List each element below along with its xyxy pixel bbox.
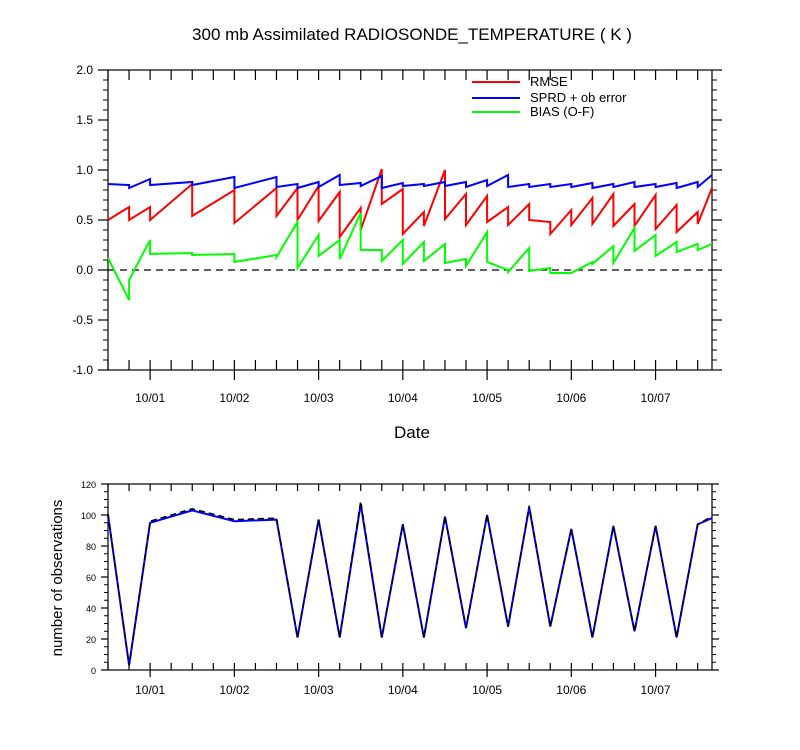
top-x-tick-label: 10/04: [388, 391, 418, 405]
bottom-y-tick-label: 100: [81, 511, 96, 521]
top-y-tick-label: 0.5: [76, 213, 93, 227]
bottom-x-tick-label: 10/06: [556, 683, 586, 697]
bottom-x-tick-label: 10/03: [304, 683, 334, 697]
bottom-y-tick-label: 80: [86, 542, 96, 552]
top-y-tick-label: 0.0: [76, 263, 93, 277]
top-y-tick-label: -1.0: [72, 363, 93, 377]
top-x-tick-label: 10/03: [304, 391, 334, 405]
bottom-x-tick-label: 10/02: [219, 683, 249, 697]
bottom-y-tick-label: 60: [86, 573, 96, 583]
bottom-x-tick-label: 10/04: [388, 683, 418, 697]
top-x-tick-label: 10/01: [135, 391, 165, 405]
top-x-tick-label: 10/06: [556, 391, 586, 405]
top-y-tick-label: 1.0: [76, 163, 93, 177]
top-series-rmse: [107, 168, 713, 241]
top-x-tick-label: 10/07: [641, 391, 671, 405]
bottom-series-used: [107, 503, 713, 666]
top-x-tick-label: 10/05: [472, 391, 502, 405]
top-y-tick-label: 2.0: [76, 63, 93, 77]
bottom-y-tick-label: 120: [81, 480, 96, 490]
top-y-tick-label: 1.5: [76, 113, 93, 127]
chart-title: 300 mb Assimilated RADIOSONDE_TEMPERATUR…: [192, 25, 632, 44]
top-y-tick-label: -0.5: [72, 313, 93, 327]
bottom-x-tick-label: 10/05: [472, 683, 502, 697]
legend-sprd-label: SPRD + ob error: [530, 90, 627, 105]
top-plot: 10/01 10/02 10/03 10/04 10/05 10/06 10/07 -1.0 -…: [72, 63, 722, 405]
bottom-series-total: [107, 500, 713, 666]
top-series-sprd-ob-error: [107, 173, 713, 190]
top-series-bias-o-f: [107, 212, 713, 301]
bottom-plot: 10/01 10/02 10/03 10/04 10/05 10/06 10/07 0 20 40…: [81, 480, 719, 697]
top-plot-frame: [107, 69, 713, 371]
bottom-y-axis-title: number of observations: [49, 500, 66, 657]
bottom-y-tick-label: 0: [91, 666, 96, 676]
bottom-x-tick-label: 10/07: [641, 683, 671, 697]
bottom-y-tick-label: 40: [86, 604, 96, 614]
top-x-tick-label: 10/02: [219, 391, 249, 405]
x-axis-title: Date: [394, 423, 430, 442]
legend-rmse-label: RMSE: [530, 74, 568, 89]
legend: RMSE SPRD + ob error BIAS (O-F): [472, 74, 627, 119]
legend-bias-label: BIAS (O-F): [530, 104, 594, 119]
bottom-y-tick-label: 20: [86, 635, 96, 645]
bottom-x-tick-label: 10/01: [135, 683, 165, 697]
